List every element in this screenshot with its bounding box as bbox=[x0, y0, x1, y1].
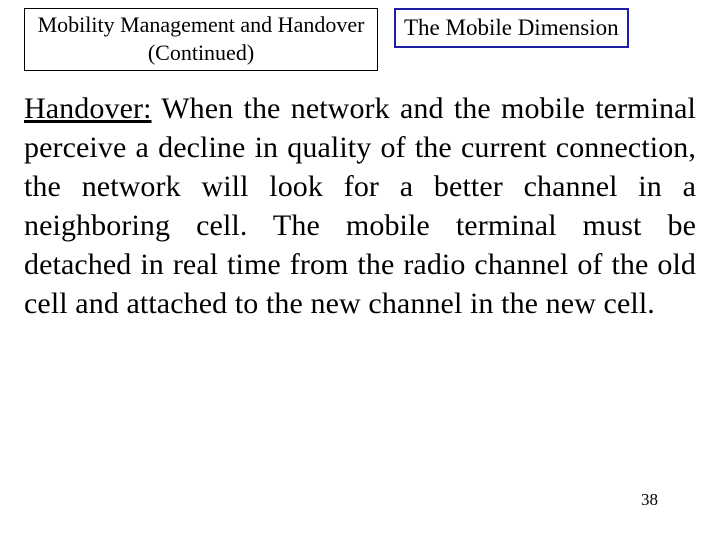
header-row: Mobility Management and Handover (Contin… bbox=[24, 8, 696, 71]
slide-container: Mobility Management and Handover (Contin… bbox=[0, 0, 720, 540]
title-line-2: (Continued) bbox=[148, 40, 254, 65]
body-paragraph: Handover: When the network and the mobil… bbox=[24, 89, 696, 323]
page-number: 38 bbox=[641, 490, 658, 510]
title-box: Mobility Management and Handover (Contin… bbox=[24, 8, 378, 71]
dimension-box: The Mobile Dimension bbox=[394, 8, 629, 48]
title-line-1: Mobility Management and Handover bbox=[38, 12, 365, 37]
dimension-label: The Mobile Dimension bbox=[404, 15, 619, 40]
handover-definition: When the network and the mobile terminal… bbox=[24, 92, 696, 320]
handover-term: Handover: bbox=[24, 92, 152, 125]
